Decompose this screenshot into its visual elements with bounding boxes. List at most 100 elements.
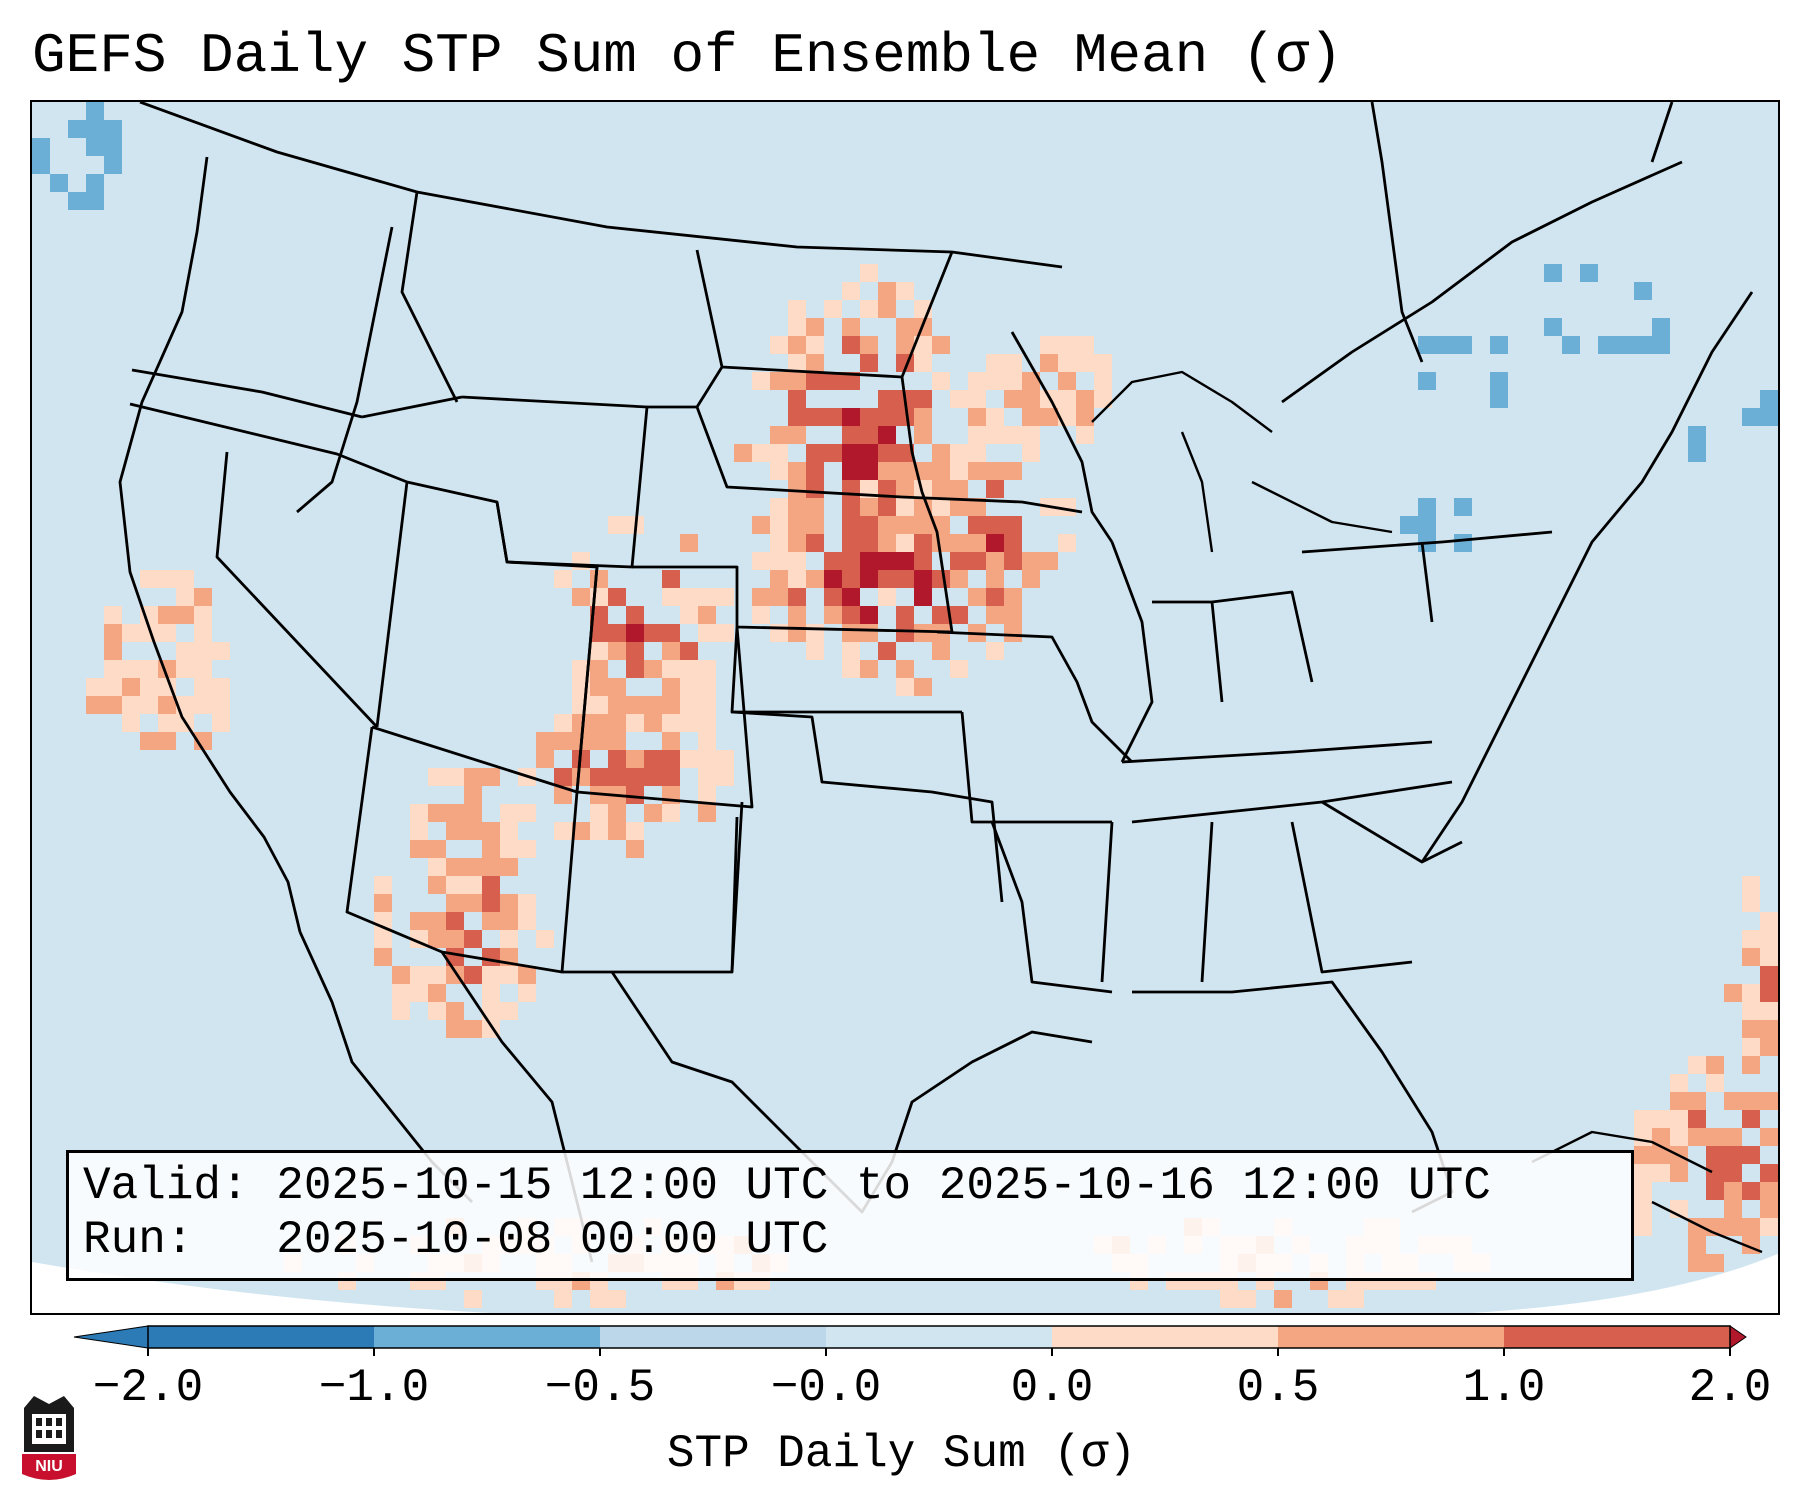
stp-cell — [644, 714, 662, 732]
stp-cell — [1634, 336, 1652, 354]
stp-cell — [1652, 1164, 1670, 1182]
stp-cell — [1040, 552, 1058, 570]
stp-cell — [752, 444, 770, 462]
stp-cell — [158, 714, 176, 732]
colorbar-extend-high — [1729, 1325, 1747, 1349]
stp-cell — [1040, 336, 1058, 354]
stp-cell — [860, 570, 878, 588]
stp-cell — [698, 624, 716, 642]
stp-cell — [752, 372, 770, 390]
stp-cell — [662, 696, 680, 714]
stp-cell — [662, 750, 680, 768]
stp-cell — [662, 804, 680, 822]
stp-cell — [878, 462, 896, 480]
stp-cell — [410, 804, 428, 822]
stp-cell — [806, 570, 824, 588]
stp-cell — [824, 552, 842, 570]
colorbar-frame — [147, 1325, 1731, 1349]
stp-cell — [842, 606, 860, 624]
stp-cell — [554, 570, 572, 588]
stp-cell — [464, 1020, 482, 1038]
stp-cell — [1004, 354, 1022, 372]
stp-cell — [986, 642, 1004, 660]
stp-cell — [932, 606, 950, 624]
stp-cell — [1634, 1182, 1652, 1200]
stp-cell — [698, 606, 716, 624]
stp-cell — [590, 822, 608, 840]
stp-cell — [950, 606, 968, 624]
stp-cell — [806, 318, 824, 336]
stp-cell — [500, 840, 518, 858]
stp-cell — [1652, 318, 1670, 336]
stp-cell — [1220, 1290, 1238, 1308]
stp-cell — [842, 372, 860, 390]
colorbar-tick-label: 0.5 — [1236, 1362, 1320, 1414]
stp-cell — [518, 840, 536, 858]
stp-cell — [806, 336, 824, 354]
stp-cell — [1094, 354, 1112, 372]
stp-cell — [122, 678, 140, 696]
stp-cell — [788, 408, 806, 426]
stp-cell — [932, 336, 950, 354]
stp-cell — [860, 552, 878, 570]
stp-cell — [1274, 1290, 1292, 1308]
stp-cell — [1004, 588, 1022, 606]
stp-cell — [896, 678, 914, 696]
stp-cell — [1778, 1200, 1780, 1218]
stp-cell — [770, 444, 788, 462]
stp-cell — [554, 732, 572, 750]
stp-cell — [1058, 372, 1076, 390]
stp-cell — [950, 660, 968, 678]
domain-mask-right — [1470, 1253, 1778, 1313]
stp-cell — [1724, 1164, 1742, 1182]
stp-cell — [914, 588, 932, 606]
stp-cell — [1022, 552, 1040, 570]
stp-cell — [842, 462, 860, 480]
stp-cell — [986, 534, 1004, 552]
stp-cell — [1328, 1290, 1346, 1308]
stp-cell — [122, 660, 140, 678]
stp-cell — [680, 714, 698, 732]
stp-cell — [1454, 498, 1472, 516]
stp-cell — [662, 768, 680, 786]
stp-cell — [1760, 948, 1778, 966]
stp-cell — [680, 588, 698, 606]
stp-cell — [428, 858, 446, 876]
stp-cell — [482, 876, 500, 894]
stp-cell — [446, 858, 464, 876]
stp-cell — [824, 606, 842, 624]
stp-cell — [878, 426, 896, 444]
stp-cell — [86, 174, 104, 192]
stp-cell — [626, 642, 644, 660]
stp-cell — [428, 1002, 446, 1020]
stp-cell — [680, 678, 698, 696]
stp-cell — [842, 444, 860, 462]
stp-cell — [698, 660, 716, 678]
stp-cell — [608, 588, 626, 606]
stp-cell — [464, 966, 482, 984]
stp-cell — [1760, 984, 1778, 1002]
stp-cell — [1778, 1074, 1780, 1092]
stp-cell — [140, 660, 158, 678]
colorbar-extend-low — [73, 1325, 149, 1349]
stp-cell — [770, 462, 788, 480]
stp-cell — [950, 480, 968, 498]
stp-cell — [914, 534, 932, 552]
stp-cell — [158, 696, 176, 714]
stp-cell — [1058, 336, 1076, 354]
stp-cell — [878, 390, 896, 408]
stp-cell — [482, 948, 500, 966]
stp-cell — [1040, 408, 1058, 426]
stp-cell — [212, 678, 230, 696]
state-borders — [118, 102, 1763, 1263]
stp-cell — [626, 606, 644, 624]
stp-cell — [1706, 1182, 1724, 1200]
stp-cell — [500, 822, 518, 840]
stp-cell — [1022, 426, 1040, 444]
stp-cell — [1760, 1038, 1778, 1056]
stp-cell — [860, 426, 878, 444]
stp-cell — [986, 606, 1004, 624]
stp-cell — [626, 768, 644, 786]
colorbar-tick-label: −2.0 — [92, 1362, 204, 1414]
stp-cell — [86, 696, 104, 714]
